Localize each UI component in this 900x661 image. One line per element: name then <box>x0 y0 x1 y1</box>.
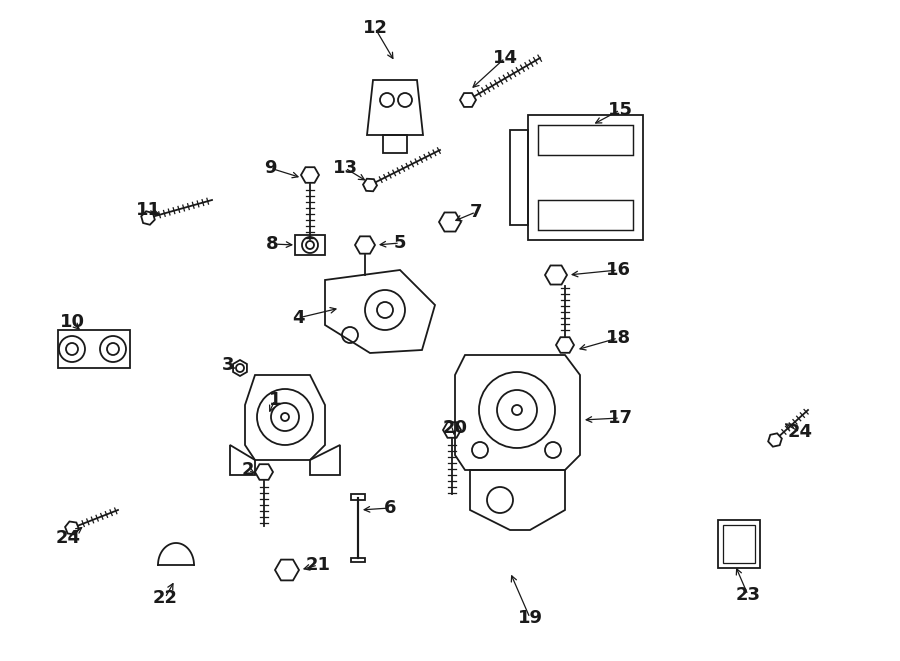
Text: 8: 8 <box>266 235 278 253</box>
Text: 23: 23 <box>735 586 760 604</box>
Text: 1: 1 <box>269 391 281 409</box>
Bar <box>351 494 365 500</box>
Text: 11: 11 <box>136 201 160 219</box>
Bar <box>295 235 325 255</box>
Text: 24: 24 <box>788 423 813 441</box>
Text: 13: 13 <box>332 159 357 177</box>
Text: 9: 9 <box>264 159 276 177</box>
Bar <box>510 130 528 225</box>
Text: 7: 7 <box>470 203 482 221</box>
Text: 14: 14 <box>492 49 517 67</box>
Text: 4: 4 <box>292 309 304 327</box>
Text: 16: 16 <box>606 261 631 279</box>
Text: 2: 2 <box>242 461 254 479</box>
Text: 20: 20 <box>443 419 467 437</box>
Text: 18: 18 <box>606 329 631 347</box>
Text: 10: 10 <box>59 313 85 331</box>
Text: 6: 6 <box>383 499 396 517</box>
Text: 19: 19 <box>518 609 543 627</box>
Text: 3: 3 <box>221 356 234 374</box>
Bar <box>58 330 130 368</box>
Bar <box>528 115 643 240</box>
Bar <box>538 125 633 155</box>
Text: 17: 17 <box>608 409 633 427</box>
Bar <box>538 200 633 230</box>
Bar <box>723 525 755 563</box>
Text: 5: 5 <box>394 234 406 252</box>
Text: 21: 21 <box>305 556 330 574</box>
Text: 22: 22 <box>152 589 177 607</box>
Bar <box>718 520 760 568</box>
Bar <box>351 558 365 562</box>
Text: 24: 24 <box>56 529 80 547</box>
Text: 12: 12 <box>363 19 388 37</box>
Text: 15: 15 <box>608 101 633 119</box>
